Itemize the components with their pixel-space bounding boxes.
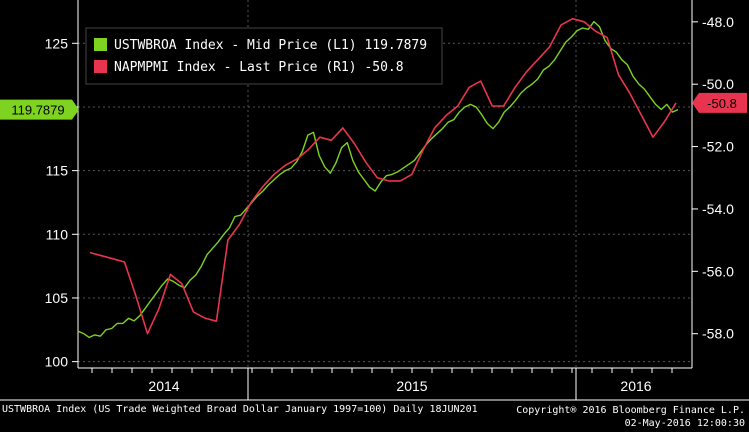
last-value-right: -50.8 — [707, 96, 737, 111]
right-tick-label: -54.0 — [702, 201, 734, 217]
footer-description: USTWBROA Index (US Trade Weighted Broad … — [2, 404, 478, 415]
series-line-ustwbroa — [77, 20, 679, 339]
left-tick-label: 105 — [45, 290, 69, 306]
left-tick-label: 125 — [45, 35, 69, 51]
legend-entry: NAPMPMI Index - Last Price (R1) -50.8 — [114, 60, 404, 75]
right-tick-label: -48.0 — [702, 14, 734, 30]
last-value-badge-left — [0, 99, 79, 120]
right-tick-label: -50.0 — [702, 76, 734, 92]
legend-entry: USTWBROA Index - Mid Price (L1) 119.7879 — [114, 38, 427, 53]
footer-copyright: Copyright® 2016 Bloomberg Finance L.P. 0… — [516, 404, 745, 430]
left-tick-label: 110 — [46, 226, 69, 242]
legend-swatch — [94, 60, 107, 73]
x-axis: 2014 2015 2016 — [0, 0, 749, 401]
last-value-labels: 119.7879 -50.8 — [0, 92, 747, 120]
legend-box — [85, 27, 443, 85]
series-line-napmpmi — [89, 17, 677, 335]
legend-swatch — [94, 38, 107, 51]
right-tick-label: -56.0 — [702, 263, 734, 279]
copyright-line: Copyright® 2016 Bloomberg Finance L.P. — [516, 405, 745, 416]
series-layer — [77, 17, 679, 339]
timestamp-line: 02-May-2016 12:00:30 — [624, 418, 745, 429]
x-tick-label: 2014 — [148, 378, 179, 394]
left-tick-label: 100 — [45, 354, 69, 370]
legend: USTWBROA Index - Mid Price (L1) 119.7879… — [85, 27, 443, 85]
right-tick-label: -58.0 — [702, 326, 734, 342]
last-value-badge-right — [692, 92, 747, 113]
x-tick-label: 2016 — [620, 378, 651, 394]
x-tick-label: 2015 — [396, 378, 427, 394]
right-axis: -48.0 -50.0 -52.0 -54.0 -56.0 -58.0 — [692, 14, 734, 342]
left-tick-label: 115 — [46, 163, 69, 179]
last-value-left: 119.7879 — [11, 103, 64, 118]
right-tick-label: -52.0 — [702, 139, 734, 155]
